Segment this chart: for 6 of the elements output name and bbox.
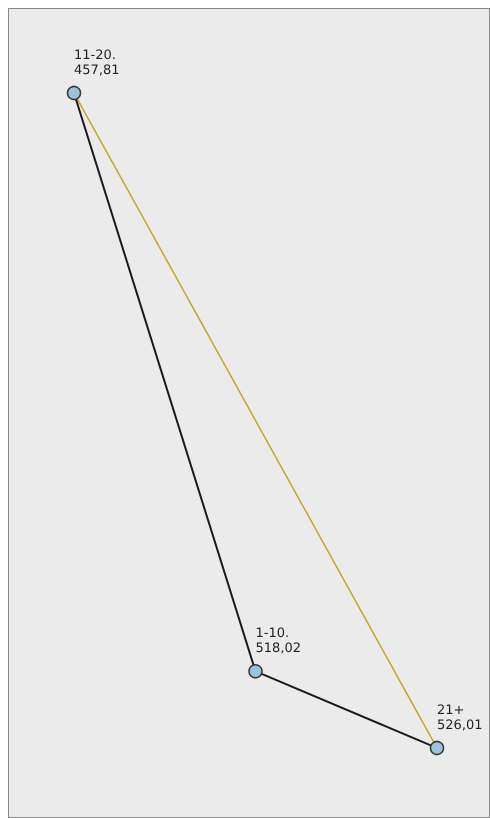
category-label: 21+: [437, 702, 464, 718]
data-label: 526,01: [437, 718, 482, 733]
data-label: 518,02: [256, 641, 301, 656]
category-label: 1-10.: [256, 626, 290, 642]
category-label: 11-20.: [74, 48, 116, 63]
data-label: 457,81: [74, 62, 120, 78]
